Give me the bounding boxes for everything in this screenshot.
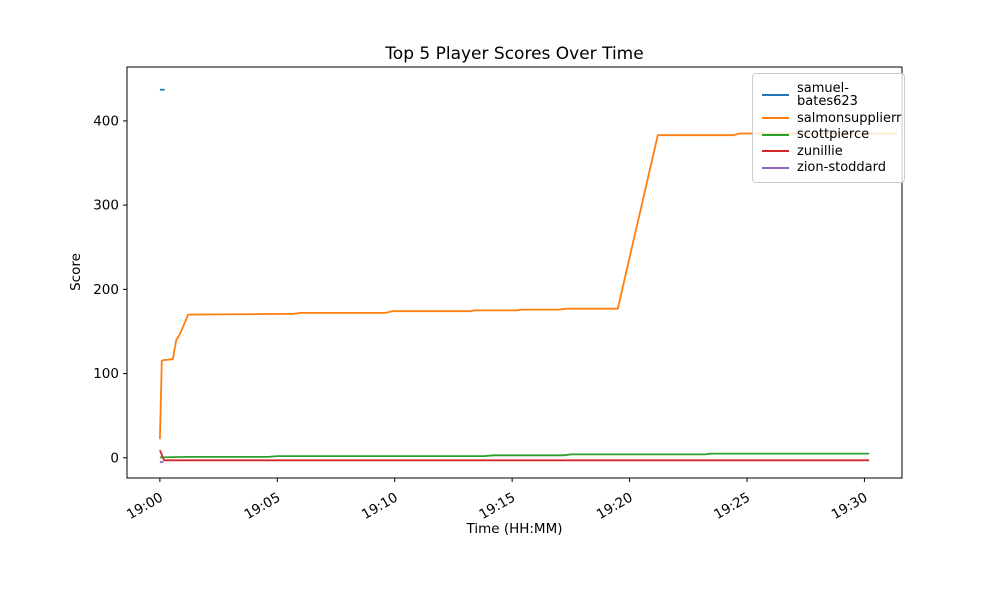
legend-label: scottpierce bbox=[797, 127, 870, 142]
x-tick-label: 19:00 bbox=[124, 490, 166, 523]
y-tick-label: 300 bbox=[93, 198, 119, 214]
legend-label: zunillie bbox=[797, 143, 843, 159]
plot-border bbox=[126, 66, 903, 479]
y-tick-label: 200 bbox=[93, 282, 119, 298]
series-line-zunillie bbox=[159, 449, 870, 462]
x-tick-label: 19:25 bbox=[711, 490, 753, 523]
legend-line-swatch bbox=[762, 133, 789, 136]
x-axis-label: Time (HH:MM) bbox=[466, 521, 563, 537]
series-line-salmonsupplierr bbox=[159, 132, 898, 440]
legend-line-swatch bbox=[762, 94, 789, 96]
legend-entry: scottpierce bbox=[762, 128, 895, 141]
legend-line-swatch bbox=[762, 166, 789, 169]
y-tick-label: 100 bbox=[93, 366, 119, 382]
legend-entry: zunillie bbox=[762, 145, 895, 158]
legend-label: salmonsupplierr bbox=[797, 110, 902, 126]
y-tick-label: 400 bbox=[93, 113, 119, 129]
x-tick-label: 19:05 bbox=[242, 490, 284, 523]
legend-label: zion-stoddard bbox=[797, 160, 886, 175]
x-tick-label: 19:20 bbox=[594, 490, 636, 523]
x-tick-label: 19:10 bbox=[359, 490, 401, 523]
y-tick-label: 0 bbox=[110, 450, 119, 466]
chart-title: Top 5 Player Scores Over Time bbox=[385, 44, 644, 64]
x-tick-label: 19:30 bbox=[829, 490, 871, 523]
y-axis-label: Score bbox=[68, 253, 84, 291]
legend-entry: samuel-bates623 bbox=[762, 82, 895, 108]
legend: samuel-bates623 salmonsupplierr scottpierc… bbox=[752, 73, 905, 183]
legend-line-swatch bbox=[762, 150, 789, 152]
series-line-scottpierce bbox=[159, 452, 870, 459]
legend-label: samuel-bates623 bbox=[797, 81, 858, 109]
x-tick-label: 19:15 bbox=[476, 490, 518, 523]
legend-entry: salmonsupplierr bbox=[762, 112, 901, 125]
legend-line-swatch bbox=[762, 117, 789, 119]
legend-entry: zion-stoddard bbox=[762, 161, 895, 174]
